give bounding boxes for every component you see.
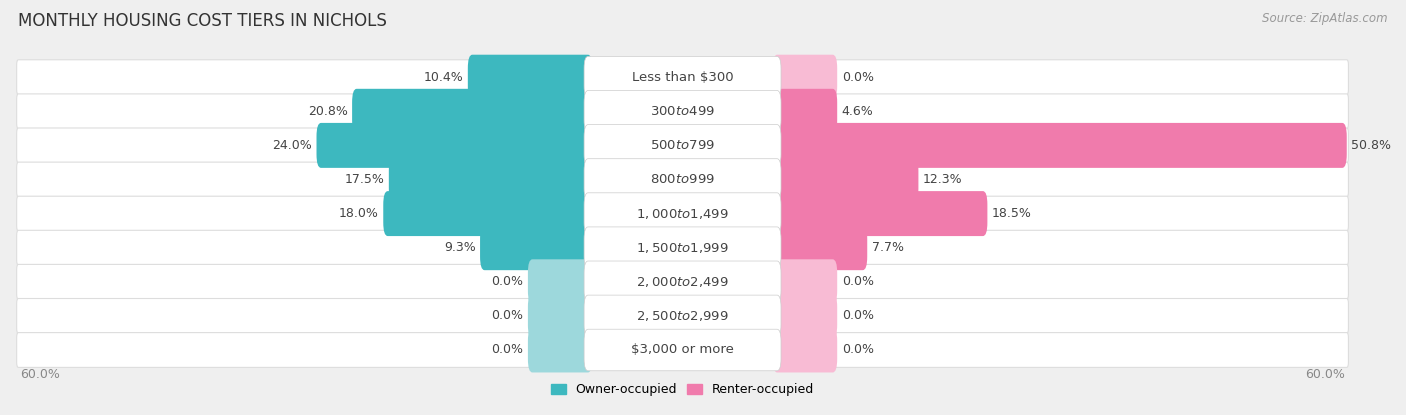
FancyBboxPatch shape (773, 55, 837, 100)
Text: $1,000 to $1,499: $1,000 to $1,499 (636, 207, 728, 221)
FancyBboxPatch shape (352, 89, 592, 134)
Text: $2,500 to $2,999: $2,500 to $2,999 (636, 309, 728, 323)
Text: 0.0%: 0.0% (842, 275, 873, 288)
FancyBboxPatch shape (527, 259, 592, 304)
Text: 17.5%: 17.5% (344, 173, 384, 186)
FancyBboxPatch shape (773, 123, 1347, 168)
FancyBboxPatch shape (773, 89, 837, 134)
FancyBboxPatch shape (583, 329, 780, 371)
FancyBboxPatch shape (583, 227, 780, 269)
Text: 18.0%: 18.0% (339, 207, 378, 220)
FancyBboxPatch shape (773, 225, 868, 270)
Text: 50.8%: 50.8% (1351, 139, 1391, 152)
Text: 18.5%: 18.5% (991, 207, 1032, 220)
FancyBboxPatch shape (17, 60, 1348, 95)
Text: $300 to $499: $300 to $499 (650, 105, 716, 118)
FancyBboxPatch shape (468, 55, 592, 100)
FancyBboxPatch shape (17, 94, 1348, 129)
FancyBboxPatch shape (583, 159, 780, 200)
Text: 12.3%: 12.3% (922, 173, 963, 186)
FancyBboxPatch shape (17, 298, 1348, 333)
Text: $500 to $799: $500 to $799 (650, 139, 716, 152)
Text: 60.0%: 60.0% (1305, 368, 1344, 381)
FancyBboxPatch shape (17, 332, 1348, 367)
FancyBboxPatch shape (773, 259, 837, 304)
Text: 0.0%: 0.0% (492, 310, 523, 322)
Text: 0.0%: 0.0% (842, 344, 873, 356)
Text: 7.7%: 7.7% (872, 241, 904, 254)
Text: 10.4%: 10.4% (423, 71, 464, 84)
FancyBboxPatch shape (17, 128, 1348, 163)
FancyBboxPatch shape (583, 295, 780, 337)
FancyBboxPatch shape (17, 230, 1348, 265)
Text: 0.0%: 0.0% (842, 71, 873, 84)
Text: $1,500 to $1,999: $1,500 to $1,999 (636, 241, 728, 255)
Text: $3,000 or more: $3,000 or more (631, 344, 734, 356)
FancyBboxPatch shape (17, 196, 1348, 231)
Legend: Owner-occupied, Renter-occupied: Owner-occupied, Renter-occupied (546, 378, 820, 401)
FancyBboxPatch shape (389, 157, 592, 202)
FancyBboxPatch shape (316, 123, 592, 168)
Text: 24.0%: 24.0% (273, 139, 312, 152)
Text: 20.8%: 20.8% (308, 105, 347, 118)
FancyBboxPatch shape (773, 327, 837, 373)
Text: 60.0%: 60.0% (21, 368, 60, 381)
FancyBboxPatch shape (583, 124, 780, 166)
FancyBboxPatch shape (527, 293, 592, 338)
FancyBboxPatch shape (583, 56, 780, 98)
FancyBboxPatch shape (17, 264, 1348, 299)
Text: Less than $300: Less than $300 (631, 71, 734, 84)
FancyBboxPatch shape (17, 162, 1348, 197)
FancyBboxPatch shape (384, 191, 592, 236)
Text: 4.6%: 4.6% (842, 105, 873, 118)
Text: Source: ZipAtlas.com: Source: ZipAtlas.com (1263, 12, 1388, 25)
FancyBboxPatch shape (583, 261, 780, 303)
FancyBboxPatch shape (527, 327, 592, 373)
Text: $800 to $999: $800 to $999 (650, 173, 716, 186)
Text: 0.0%: 0.0% (842, 310, 873, 322)
Text: $2,000 to $2,499: $2,000 to $2,499 (636, 275, 728, 289)
Text: MONTHLY HOUSING COST TIERS IN NICHOLS: MONTHLY HOUSING COST TIERS IN NICHOLS (18, 12, 387, 30)
FancyBboxPatch shape (583, 193, 780, 234)
Text: 0.0%: 0.0% (492, 275, 523, 288)
Text: 9.3%: 9.3% (444, 241, 475, 254)
FancyBboxPatch shape (773, 191, 987, 236)
FancyBboxPatch shape (479, 225, 592, 270)
Text: 0.0%: 0.0% (492, 344, 523, 356)
FancyBboxPatch shape (773, 293, 837, 338)
FancyBboxPatch shape (583, 90, 780, 132)
FancyBboxPatch shape (773, 157, 918, 202)
